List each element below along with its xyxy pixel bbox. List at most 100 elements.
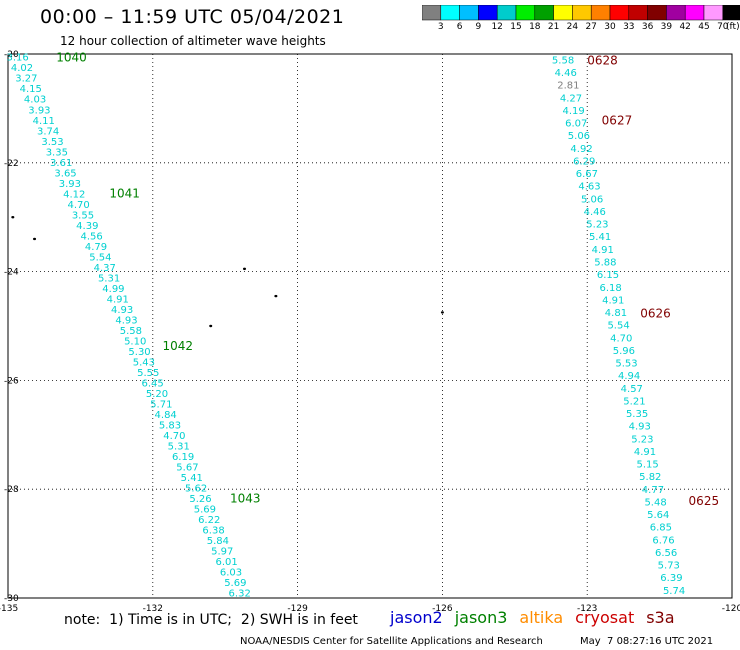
color-scale-label: 45	[698, 22, 710, 32]
island-marker	[33, 237, 37, 241]
pass-time-label: 0627	[602, 113, 633, 127]
wave-height-value: 3.61	[50, 158, 72, 169]
wave-height-value: 5.23	[586, 220, 608, 231]
credit-line: NOAA/NESDIS Center for Satellite Applica…	[240, 636, 543, 647]
color-scale-label: 70	[717, 22, 729, 32]
y-tick-label: -24	[4, 268, 19, 278]
wave-height-value: 4.91	[634, 447, 656, 458]
wave-height-value: 6.76	[652, 535, 674, 546]
wave-height-value: 4.37	[94, 263, 116, 274]
wave-height-value: 5.58	[120, 326, 142, 337]
pass-time-label: 1042	[162, 339, 193, 353]
wave-height-value: 3.27	[15, 74, 37, 85]
wave-height-value: 4.70	[610, 333, 632, 344]
chart-subtitle: 12 hour collection of altimeter wave hei…	[60, 34, 326, 48]
wave-height-value: 5.54	[607, 321, 629, 332]
island-marker	[440, 311, 444, 314]
wave-height-value: 4.70	[163, 431, 185, 442]
wave-height-value: 4.92	[570, 144, 592, 155]
island-marker	[11, 216, 15, 219]
y-tick-label: -28	[4, 485, 19, 495]
satellite-legend-item: s3a	[646, 608, 675, 627]
wave-height-value: 4.46	[584, 207, 606, 218]
wave-height-value: 5.64	[647, 510, 669, 521]
wave-height-value: 5.06	[568, 131, 590, 142]
satellite-legend-item: jason2	[390, 608, 443, 627]
wave-height-value: 4.79	[85, 242, 107, 253]
pass-time-label: 0626	[640, 306, 671, 320]
y-tick-label: -22	[4, 159, 19, 169]
satellite-legend-item: jason3	[454, 608, 508, 627]
generation-timestamp: May 7 08:27:16 UTC 2021	[580, 636, 714, 647]
wave-height-value: 4.63	[578, 182, 600, 193]
wave-height-value: 5.15	[637, 460, 659, 471]
wave-height-value: 2.81	[557, 81, 579, 92]
wave-height-value: 4.84	[155, 410, 177, 421]
wave-height-value: 3.93	[59, 179, 81, 190]
wave-height-value: 6.03	[220, 568, 242, 579]
color-scale-label: 30	[604, 22, 616, 32]
color-scale-bar	[422, 5, 740, 21]
x-tick-label: -126	[432, 604, 453, 612]
wave-height-value: 5.58	[552, 55, 574, 66]
wave-height-value: 3.53	[41, 137, 63, 148]
wave-height-value: 4.15	[20, 84, 42, 95]
wave-height-value: 4.27	[560, 93, 582, 104]
wave-height-value: 3.93	[28, 105, 50, 116]
wave-height-value: 5.74	[663, 586, 685, 597]
wave-height-value: 6.38	[202, 526, 224, 537]
wave-height-value: 6.01	[215, 557, 237, 568]
pass-time-label: 1040	[56, 51, 87, 65]
wave-height-value: 4.56	[81, 231, 103, 242]
color-scale-label: 42	[679, 22, 691, 32]
wave-height-value: 6.85	[650, 523, 672, 534]
wave-height-value: 5.06	[581, 194, 603, 205]
footer-note: note: 1) Time is in UTC; 2) SWH is in fe…	[64, 612, 358, 628]
island-marker	[274, 294, 278, 298]
wave-height-value: 6.32	[229, 589, 251, 600]
color-scale-label: 15	[510, 22, 522, 32]
satellite-legend-item: cryosat	[575, 608, 635, 627]
chart-title: 00:00 – 11:59 UTC 05/04/2021	[40, 6, 345, 28]
wave-height-value: 5.31	[98, 273, 120, 284]
wave-height-value: 5.97	[211, 547, 233, 558]
wave-height-value: 3.55	[72, 210, 94, 221]
wave-height-value: 5.69	[194, 505, 216, 516]
wave-height-value: 3.74	[37, 126, 59, 137]
wave-height-value: 5.31	[168, 441, 190, 452]
color-scale-label: 27	[585, 22, 597, 32]
wave-height-value: 3.65	[54, 168, 76, 179]
color-scale-label: 21	[547, 22, 560, 32]
wave-height-value: 5.53	[615, 359, 637, 370]
wave-height-value: 6.22	[198, 515, 220, 526]
wave-height-map: -135 -132 -129 -126 -123 -120 -20 -22 -24 -26 -28 -…	[0, 50, 740, 612]
pass-time-label: 0625	[689, 494, 720, 508]
wave-height-value: 6.07	[565, 119, 587, 130]
x-tick-label: -132	[143, 604, 163, 612]
wave-height-value: 4.93	[111, 305, 133, 316]
wave-height-value: 5.83	[159, 420, 181, 431]
pass-time-label: 1043	[230, 491, 261, 505]
satellite-legend-item: altika	[519, 608, 564, 627]
y-tick-label: -20	[4, 50, 19, 60]
wave-height-value: 4.19	[563, 106, 585, 117]
wave-height-value: 4.93	[115, 315, 137, 326]
wave-height-value: 5.20	[146, 389, 168, 400]
wave-height-value: 5.88	[594, 257, 616, 268]
wave-height-value: 5.30	[128, 347, 150, 358]
wave-height-value: 6.29	[573, 156, 595, 167]
wave-height-value: 4.11	[33, 116, 55, 127]
wave-height-value: 3.35	[46, 147, 68, 158]
color-scale-label: 12	[491, 22, 503, 32]
wave-height-value: 6.45	[141, 378, 163, 389]
wave-height-value: 5.41	[181, 473, 203, 484]
wave-height-value: 5.69	[224, 578, 246, 589]
x-tick-label: -123	[577, 604, 597, 612]
wave-height-value: 6.15	[597, 270, 619, 281]
wave-height-value: 6.67	[576, 169, 598, 180]
wave-height-value: 4.93	[629, 422, 651, 433]
x-tick-label: -129	[287, 604, 308, 612]
wave-height-value: 4.70	[67, 200, 89, 211]
wave-height-value: 6.18	[600, 283, 622, 294]
color-scale-label: (ft)	[726, 22, 740, 32]
